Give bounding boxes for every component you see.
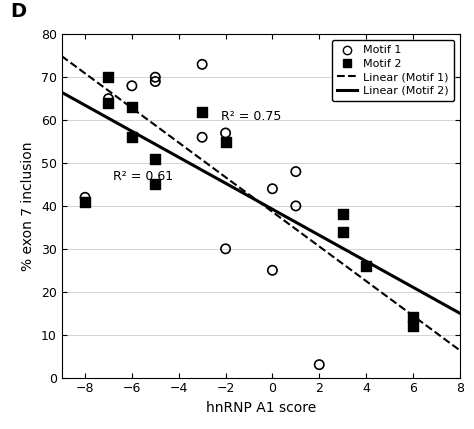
- Text: R² = 0.75: R² = 0.75: [221, 110, 281, 123]
- Point: [339, 211, 346, 218]
- Point: [316, 361, 323, 368]
- Point: [152, 74, 159, 81]
- Point: [152, 78, 159, 85]
- Point: [362, 263, 370, 269]
- Legend: Motif 1, Motif 2, Linear (Motif 1), Linear (Motif 2): Motif 1, Motif 2, Linear (Motif 1), Line…: [332, 40, 454, 101]
- Point: [198, 134, 206, 141]
- Point: [105, 100, 112, 106]
- Text: D: D: [10, 2, 26, 21]
- X-axis label: hnRNP A1 score: hnRNP A1 score: [206, 401, 316, 415]
- Point: [81, 194, 89, 201]
- Y-axis label: % exon 7 inclusion: % exon 7 inclusion: [21, 141, 35, 271]
- Point: [105, 95, 112, 102]
- Point: [292, 202, 300, 209]
- Point: [198, 61, 206, 68]
- Point: [292, 168, 300, 175]
- Point: [339, 228, 346, 235]
- Point: [105, 74, 112, 81]
- Point: [152, 155, 159, 162]
- Point: [409, 323, 417, 329]
- Point: [152, 181, 159, 188]
- Point: [222, 130, 229, 136]
- Point: [128, 82, 136, 89]
- Point: [81, 198, 89, 205]
- Point: [269, 267, 276, 274]
- Point: [128, 134, 136, 141]
- Point: [222, 245, 229, 252]
- Point: [409, 314, 417, 321]
- Point: [198, 108, 206, 115]
- Point: [128, 104, 136, 111]
- Point: [222, 138, 229, 145]
- Point: [269, 185, 276, 192]
- Text: R² = 0.61: R² = 0.61: [113, 170, 173, 183]
